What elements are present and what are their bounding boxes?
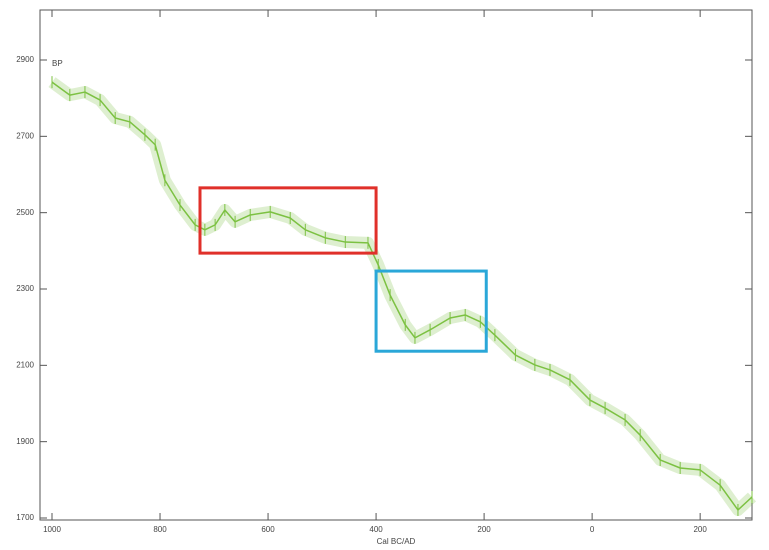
y-tick-label: 2900 <box>16 55 34 64</box>
line-envelope <box>48 77 757 516</box>
highlight-box <box>198 186 378 255</box>
y-tick-label: 1700 <box>16 513 34 522</box>
x-tick-label: 1000 <box>43 525 61 534</box>
x-tick-label: 200 <box>477 525 491 534</box>
x-tick-label: 0 <box>590 525 595 534</box>
y-tick-label: 2100 <box>16 360 34 369</box>
highlight-box <box>374 269 488 353</box>
y-tick-label: 2500 <box>16 208 34 217</box>
x-tick-label: 800 <box>153 525 167 534</box>
y-axis-label: BP <box>52 59 63 68</box>
y-tick-label: 1900 <box>16 437 34 446</box>
x-tick-label: 400 <box>369 525 383 534</box>
x-tick-label: 200 <box>693 525 707 534</box>
plot-frame <box>39 9 753 521</box>
y-tick-label: 2700 <box>16 131 34 140</box>
x-axis-label: Cal BC/AD <box>377 537 416 546</box>
x-tick-label: 600 <box>261 525 275 534</box>
y-tick-label: 2300 <box>16 284 34 293</box>
